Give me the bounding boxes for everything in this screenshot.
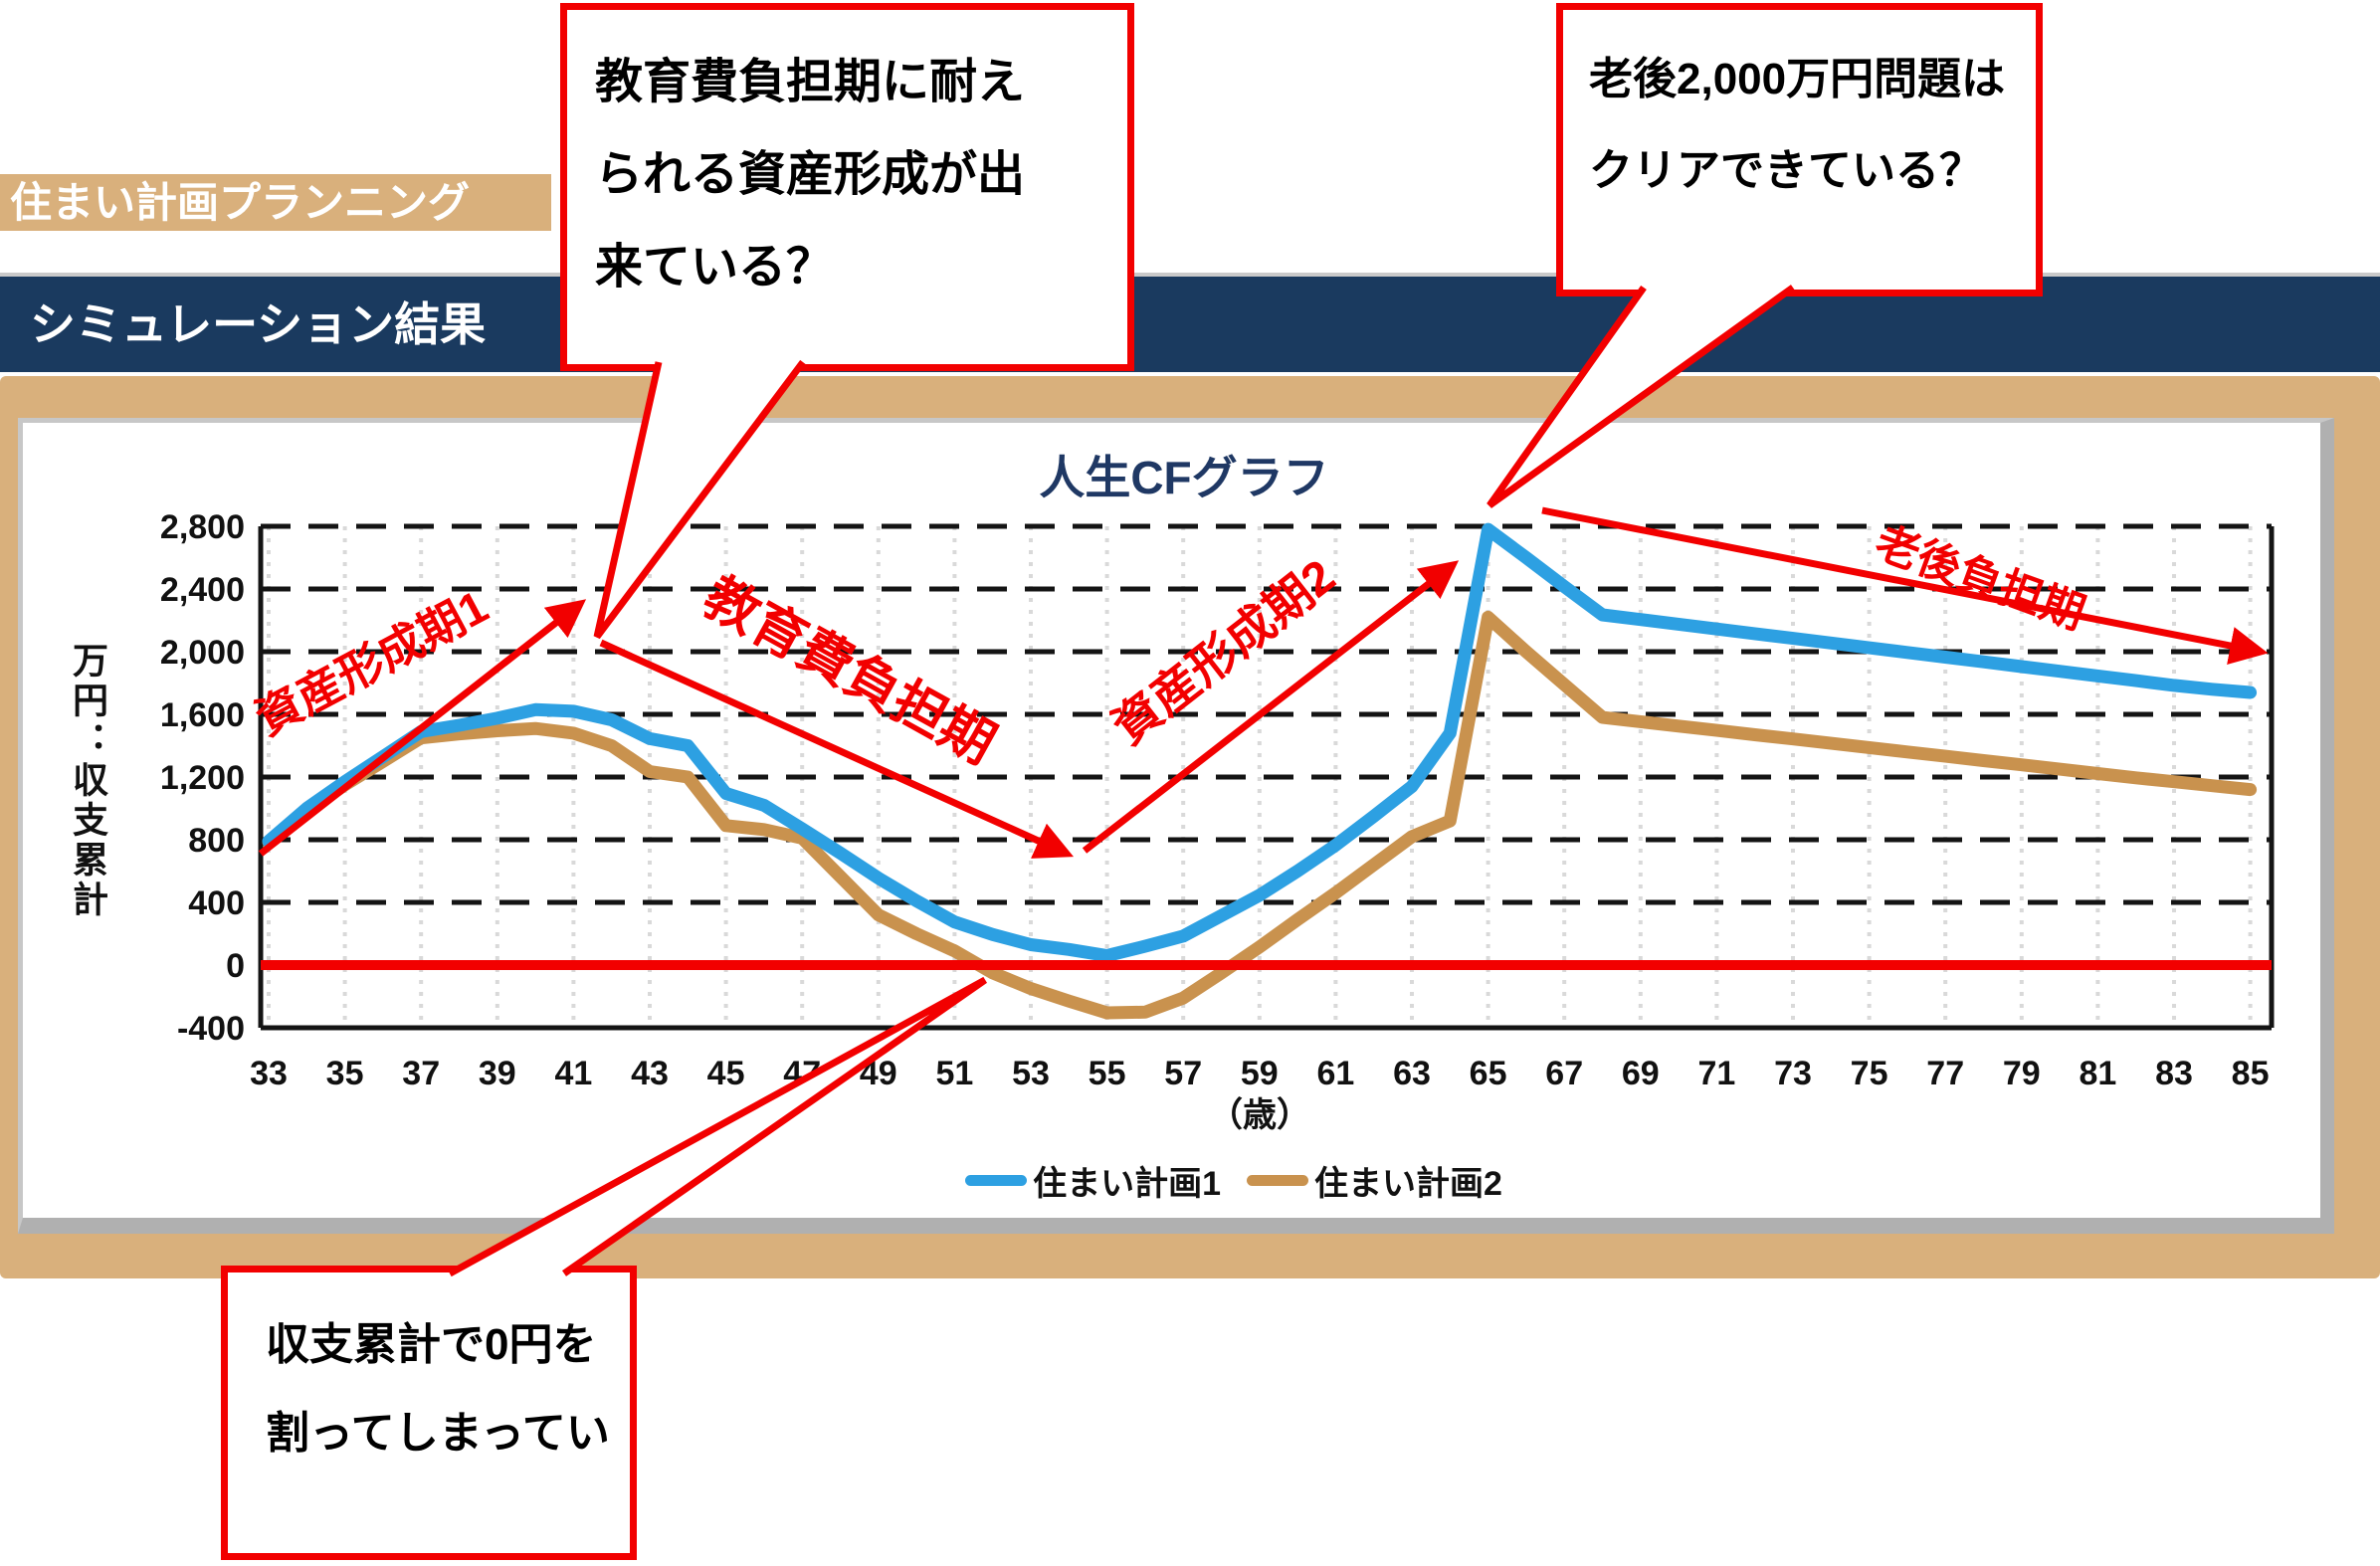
chart-legend: 住まい計画1 住まい計画2 [876,1156,1592,1205]
legend-item-plan2: 住まい計画2 [1247,1156,1502,1205]
callout-text-line: クリアできている？ [1589,146,1983,195]
legend-item-plan1: 住まい計画1 [965,1156,1221,1205]
chart-panel [18,418,2334,1234]
callout-text-line: 老後2,000万円問題は [1589,55,2006,103]
callout-education-period: 教育費負担期に耐え られる資産形成が出 来ている？ [560,3,1134,371]
callout-text-line: られる資産形成が出 [595,148,1026,201]
y-axis-label: 万円：収支累計 [68,642,108,920]
callout-text-line: 来ている？ [595,241,835,294]
callout-text-line: 収支累計で0円を [266,1320,597,1369]
section-title: シミュレーション結果 [30,298,487,350]
plan1-line-swatch [965,1174,1028,1186]
legend-label-plan1: 住まい計画1 [1033,1164,1221,1203]
callout-retirement-2000man: 老後2,000万円問題は クリアできている？ [1556,3,2043,296]
app-title: 住まい計画プランニング [10,179,471,226]
callout-text-line: 割ってしまってい [266,1409,610,1458]
chart-title: 人生CFグラフ [1039,452,1329,503]
app-title-banner: 住まい計画プランニング [0,174,551,231]
plan2-line-swatch [1247,1174,1308,1186]
callout-zero-deficit: 収支累計で0円を 割ってしまってい [221,1266,637,1560]
callout-text-line: 教育費負担期に耐え [595,56,1026,108]
legend-label-plan2: 住まい計画2 [1314,1164,1502,1203]
